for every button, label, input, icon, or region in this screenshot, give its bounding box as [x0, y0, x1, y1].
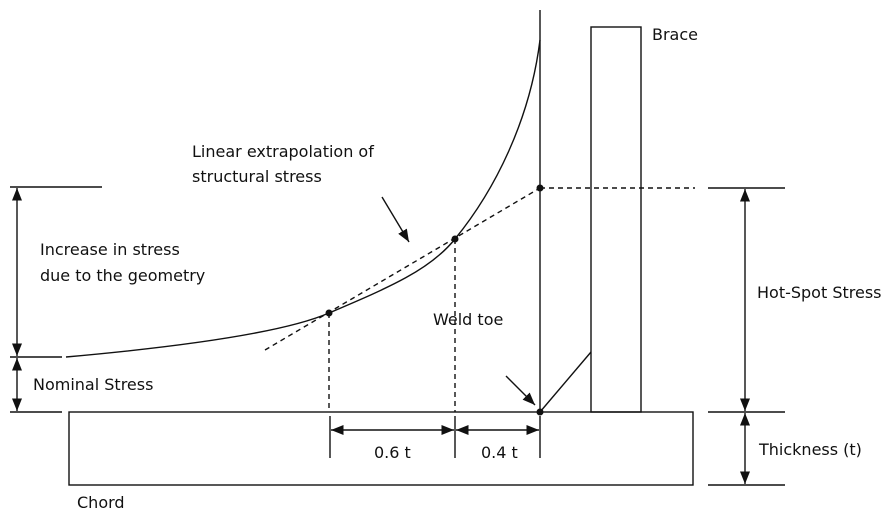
stress-curve: [65, 39, 541, 358]
hot-spot-label: Hot-Spot Stress: [757, 283, 882, 302]
dim-label: 0.6 t: [374, 443, 411, 462]
increase-label: due to the geometry: [40, 266, 205, 285]
extrapolation-line: [264, 187, 541, 351]
extrapolation-label: structural stress: [192, 167, 322, 186]
pointer: [505, 375, 536, 406]
extrapolation-label: Linear extrapolation of: [192, 142, 374, 161]
point: [325, 309, 333, 317]
thickness-label: Thickness (t): [758, 440, 862, 459]
dim-label: 0.4 t: [481, 443, 518, 462]
weld-toe-label: Weld toe: [433, 310, 503, 329]
point: [451, 235, 459, 243]
increase-label: Increase in stress: [40, 240, 180, 259]
point: [536, 408, 544, 416]
weld: [539, 351, 592, 413]
nominal-label: Nominal Stress: [33, 375, 153, 394]
brace: [590, 26, 642, 413]
chord: [68, 411, 694, 486]
point: [536, 184, 544, 192]
brace-label: Brace: [652, 25, 698, 44]
pointer: [381, 196, 410, 243]
chord-label: Chord: [77, 493, 125, 512]
